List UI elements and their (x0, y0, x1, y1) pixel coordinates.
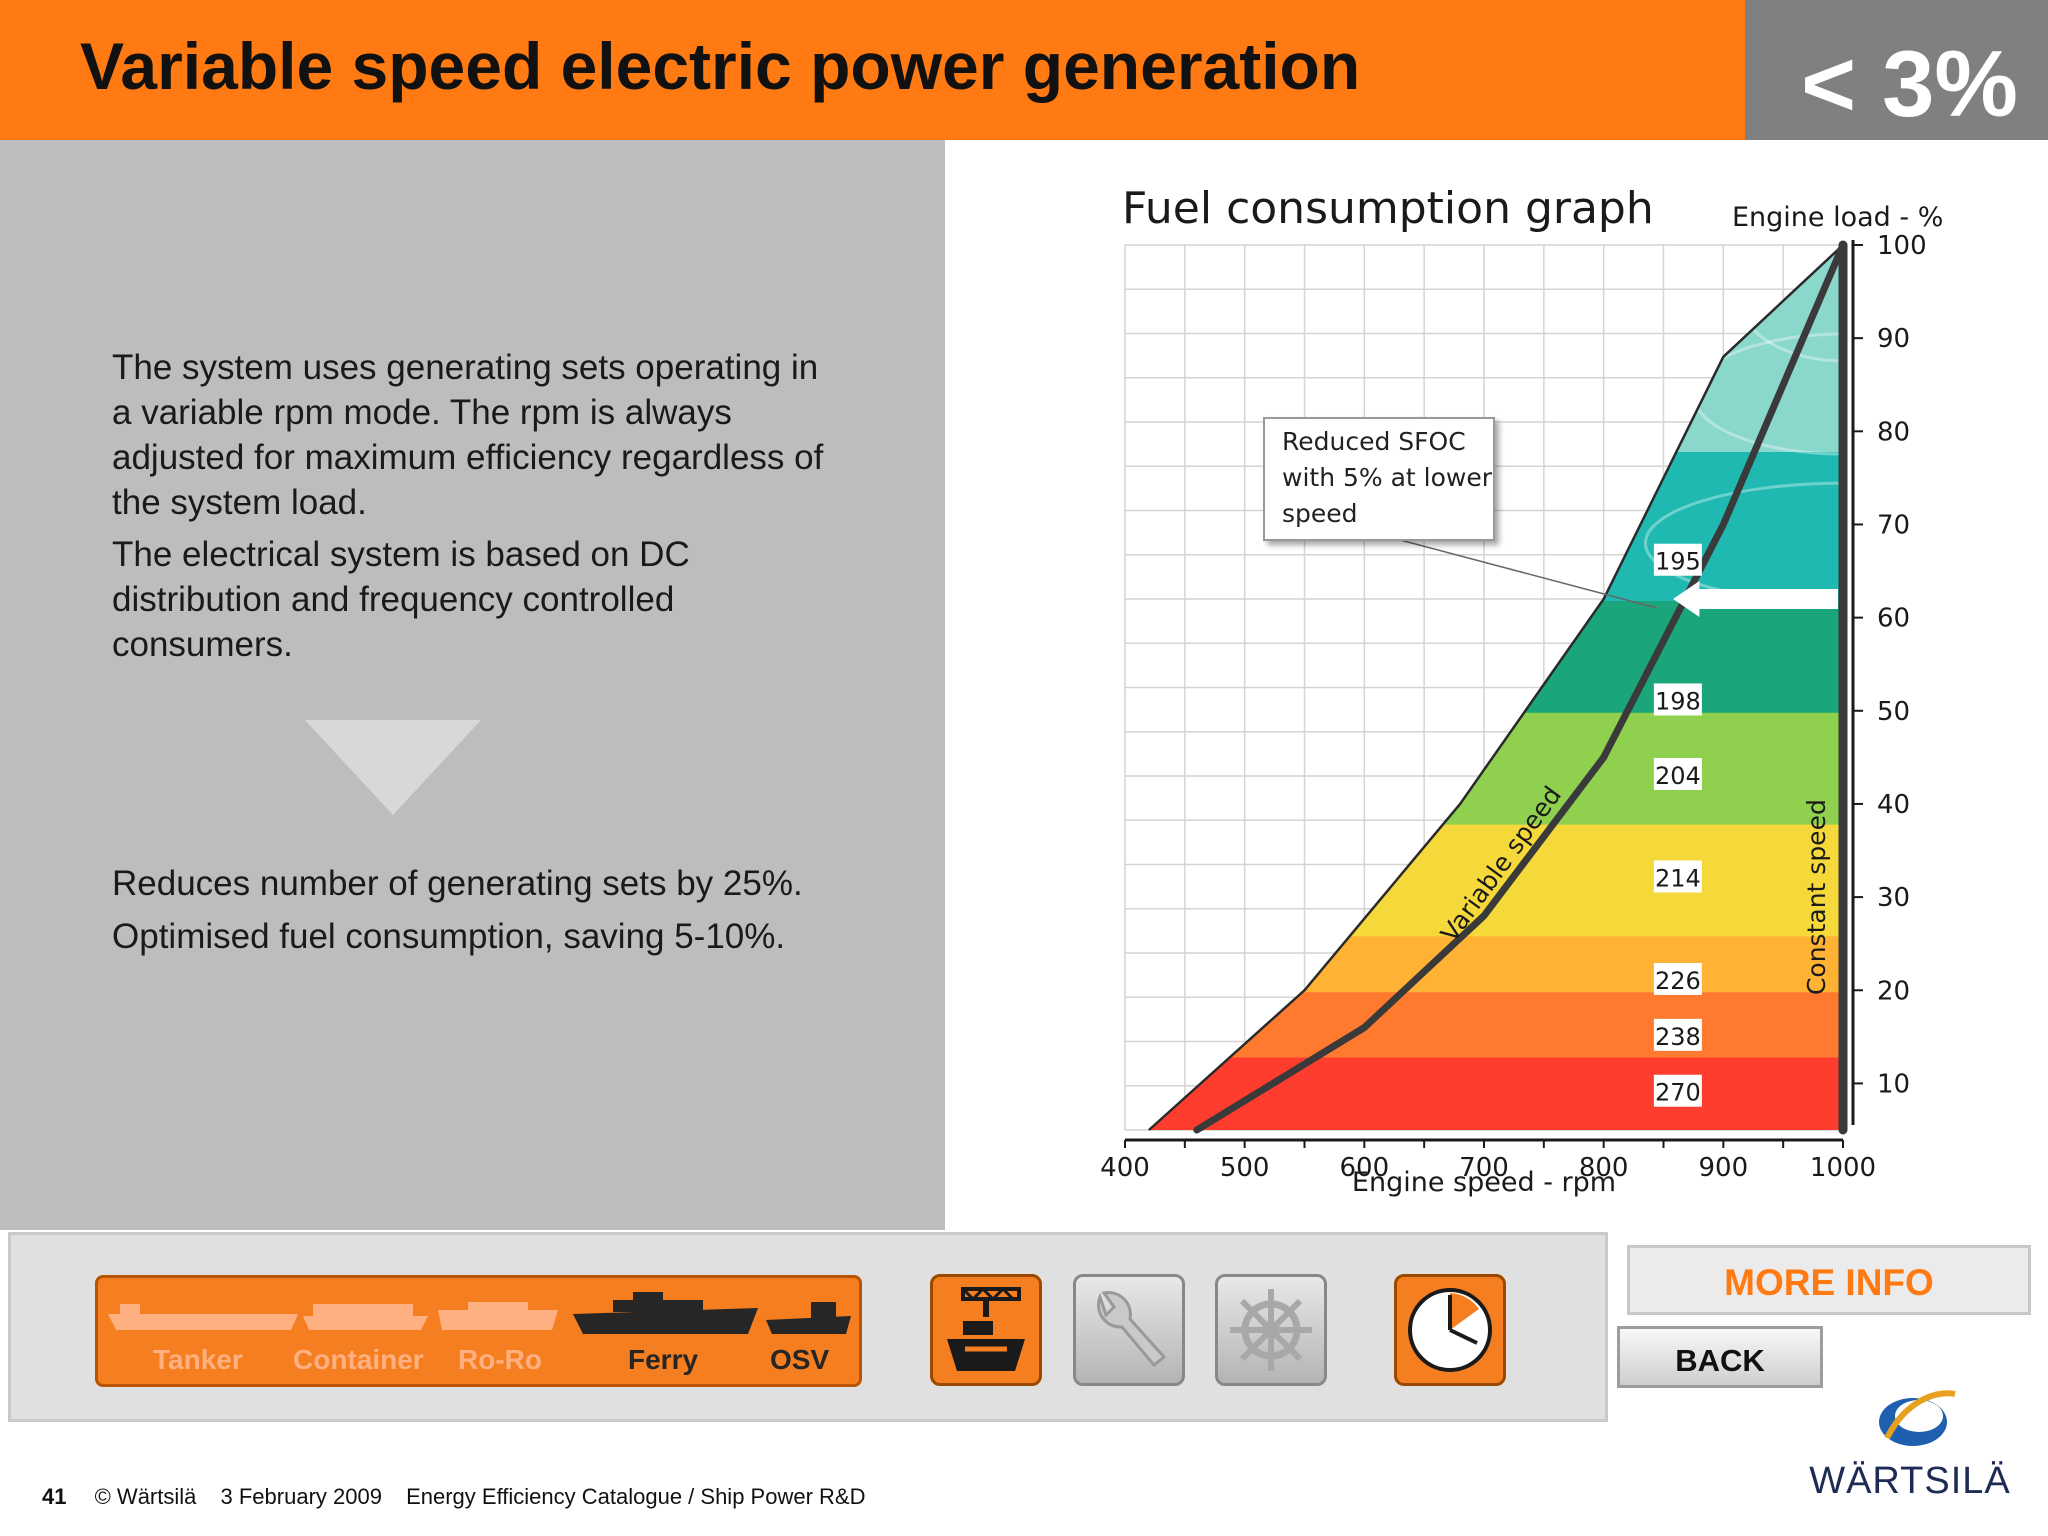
y-tick-label: 100 (1877, 231, 1927, 261)
efficiency-badge: < 3% (1745, 0, 2048, 140)
y-tick-label: 50 (1877, 697, 1910, 727)
footer: 41 © Wärtsilä 3 February 2009 Energy Eff… (42, 1484, 883, 1510)
y-tick-label: 60 (1877, 604, 1910, 634)
down-arrow-icon (305, 720, 481, 815)
reduction-arrow-icon (1673, 581, 1838, 617)
ship-type-selector: Tanker Container Ro-Ro Ferry OSV (95, 1275, 862, 1387)
sfoc-label: 198 (1655, 687, 1701, 715)
sfoc-label-box (1653, 543, 1702, 576)
y-tick-label: 90 (1877, 324, 1910, 354)
y-tick-label: 70 (1877, 510, 1910, 540)
catalogue-name: Energy Efficiency Catalogue / Ship Power… (406, 1484, 866, 1509)
wrench-icon (1096, 1291, 1167, 1368)
benefit-2: Optimised fuel consumption, saving 5-10%… (112, 917, 786, 956)
schedule-button[interactable] (1394, 1274, 1506, 1386)
chart-title: Fuel consumption graph (1122, 183, 1654, 234)
osv-ship-icon[interactable] (766, 1294, 851, 1336)
sfoc-label-box (1653, 962, 1702, 995)
x-tick-label: 600 (1340, 1153, 1390, 1183)
page-title: Variable speed electric power generation (80, 29, 1361, 103)
logo-text: WÄRTSILÄ (1809, 1460, 2011, 1502)
sfoc-label-box (1653, 860, 1702, 893)
container-ship-icon[interactable] (303, 1296, 428, 1332)
badge-value: < 3% (1801, 31, 2018, 136)
sfoc-label-box (1653, 1018, 1702, 1051)
sfoc-contour (1643, 481, 1843, 605)
copyright: © Wärtsilä (94, 1484, 197, 1509)
y-tick-label: 80 (1877, 417, 1910, 447)
annotation-box: Reduced SFOC with 5% at lower speed (1263, 417, 1658, 609)
wartsila-swoosh-icon (1879, 1390, 1956, 1446)
sfoc-label-box (1653, 683, 1702, 716)
more-info-button[interactable]: MORE INFO (1627, 1245, 2031, 1315)
sfoc-label: 195 (1655, 548, 1701, 576)
sfoc-label: 270 (1655, 1079, 1701, 1107)
x-tick-label: 700 (1459, 1153, 1509, 1183)
sfoc-label-box (1653, 1074, 1702, 1107)
ship-label-osv[interactable]: OSV (770, 1344, 830, 1375)
tanker-ship-icon[interactable] (108, 1296, 298, 1332)
more-info-label: MORE INFO (1724, 1262, 1934, 1303)
page-number: 41 (42, 1484, 67, 1509)
header-bar: Variable speed electric power generation (0, 0, 1745, 140)
x-tick-label: 400 (1100, 1153, 1150, 1183)
wartsila-logo: WÄRTSILÄ (1795, 1372, 2025, 1502)
sfoc-label: 226 (1655, 967, 1701, 995)
port-crane-ship-icon (947, 1286, 1025, 1371)
x-axis-label: Engine speed - rpm (1352, 1167, 1616, 1198)
ferry-ship-icon[interactable] (573, 1288, 758, 1336)
benefit-1: Reduces number of generating sets by 25%… (112, 864, 803, 903)
x-tick-label: 900 (1699, 1153, 1749, 1183)
text-panel (0, 140, 945, 1230)
sfoc-label: 214 (1655, 864, 1701, 892)
fuel-consumption-chart: Fuel consumption graph Engine load - % E… (1100, 183, 1943, 1198)
annotation-text: Reduced SFOC with 5% at lower speed (1282, 427, 1493, 528)
chart-axes: 400 500 600 700 800 900 1000 100 90 80 70 60 50 40 30 2… (1100, 231, 1926, 1183)
sfoc-label-box (1653, 758, 1702, 790)
maintenance-button[interactable] (1073, 1274, 1185, 1386)
ship-label-container[interactable]: Container (293, 1344, 424, 1375)
port-button[interactable] (930, 1274, 1042, 1386)
clock-icon (1408, 1288, 1492, 1372)
sfoc-labels: 195 198 204 214 226 238 270 (1653, 543, 1702, 1107)
variable-speed-line (1193, 241, 1847, 1134)
ship-label-ferry[interactable]: Ferry (628, 1344, 699, 1375)
operation-button[interactable] (1215, 1274, 1327, 1386)
ship-wheel-icon (1230, 1289, 1312, 1371)
x-tick-label: 1000 (1810, 1153, 1876, 1183)
series-label-constant-speed: Constant speed (1802, 799, 1831, 995)
ship-label-tanker[interactable]: Tanker (153, 1344, 243, 1375)
description-paragraph-2: The electrical system is based on DC dis… (112, 535, 690, 664)
sfoc-label: 238 (1655, 1023, 1701, 1051)
ship-label-roro[interactable]: Ro-Ro (458, 1344, 542, 1375)
y-tick-label: 40 (1877, 790, 1910, 820)
operating-envelope-line (1148, 244, 1844, 1131)
roro-ship-icon[interactable] (438, 1296, 558, 1332)
x-tick-label: 800 (1579, 1153, 1629, 1183)
y-tick-label: 20 (1877, 976, 1910, 1006)
footer-date: 3 February 2009 (220, 1484, 382, 1509)
y-tick-label: 30 (1877, 883, 1910, 913)
x-tick-label: 500 (1220, 1153, 1270, 1183)
sfoc-label: 204 (1655, 762, 1701, 790)
y-tick-label: 10 (1877, 1069, 1910, 1099)
back-button[interactable]: BACK (1617, 1326, 1823, 1388)
y-axis-label: Engine load - % (1732, 202, 1943, 233)
back-label: BACK (1675, 1343, 1765, 1378)
description-paragraph-1: The system uses generating sets operatin… (112, 348, 824, 522)
